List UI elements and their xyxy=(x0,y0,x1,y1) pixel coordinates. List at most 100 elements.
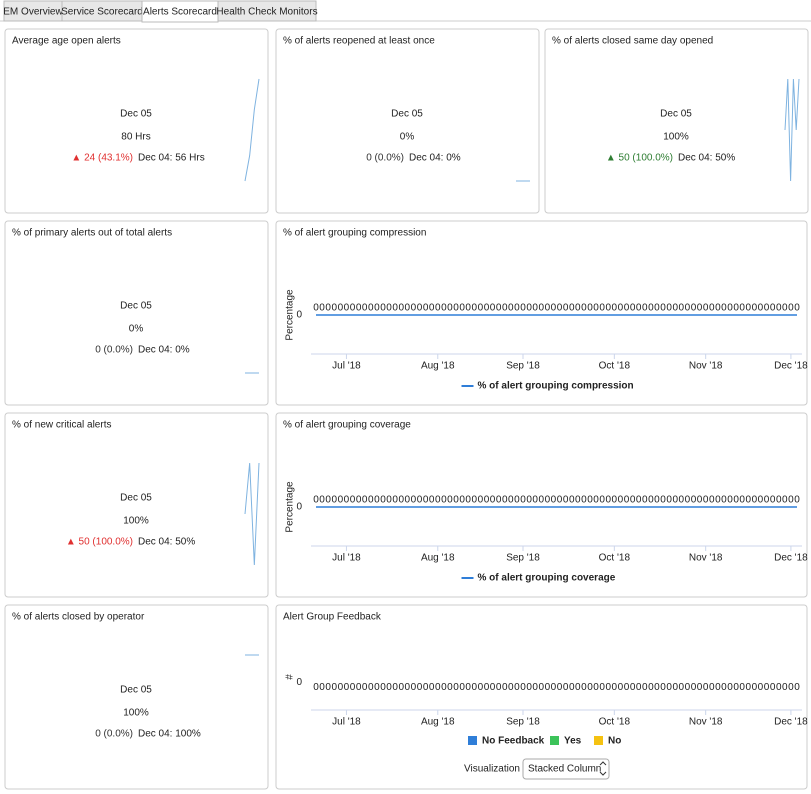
data-label: 0 xyxy=(733,495,739,506)
data-label: 0 xyxy=(557,303,563,314)
data-label: 0 xyxy=(654,682,660,693)
data-label: 0 xyxy=(344,303,350,314)
data-label: 0 xyxy=(362,495,368,506)
card-title: % of primary alerts out of total alerts xyxy=(12,228,172,239)
card xyxy=(4,604,269,790)
kpi-change: 0 (0.0%) xyxy=(95,729,133,740)
data-label: 0 xyxy=(679,495,685,506)
data-label: 0 xyxy=(405,303,411,314)
data-label: 0 xyxy=(429,682,435,693)
data-label: 0 xyxy=(514,495,520,506)
data-label: 0 xyxy=(526,495,532,506)
data-label: 0 xyxy=(752,303,758,314)
tab-label[interactable]: EM Overview xyxy=(3,7,63,18)
data-label: 0 xyxy=(636,495,642,506)
data-label: 0 xyxy=(441,682,447,693)
x-tick-label: Aug '18 xyxy=(421,361,455,372)
visualization-value[interactable]: Stacked Column xyxy=(528,764,601,775)
legend-label[interactable]: No xyxy=(608,736,621,747)
data-label: 0 xyxy=(563,495,569,506)
legend-swatch[interactable] xyxy=(468,736,477,745)
data-label: 0 xyxy=(739,682,745,693)
data-label: 0 xyxy=(356,495,362,506)
card-title: % of alerts closed by operator xyxy=(12,612,145,623)
data-label: 0 xyxy=(618,682,624,693)
data-label: 0 xyxy=(392,495,398,506)
card xyxy=(4,28,269,214)
data-label: 0 xyxy=(398,303,404,314)
y-tick-label: 0 xyxy=(296,677,302,688)
data-label: 0 xyxy=(423,682,429,693)
data-label: 0 xyxy=(721,495,727,506)
data-label: 0 xyxy=(618,495,624,506)
data-label: 0 xyxy=(612,682,618,693)
data-label: 0 xyxy=(386,682,392,693)
data-label: 0 xyxy=(727,303,733,314)
data-label: 0 xyxy=(715,495,721,506)
data-label: 0 xyxy=(605,682,611,693)
data-label: 0 xyxy=(709,495,715,506)
data-label: 0 xyxy=(593,682,599,693)
tab-label[interactable]: Health Check Monitors xyxy=(216,7,317,18)
data-label: 0 xyxy=(392,303,398,314)
data-label: 0 xyxy=(727,682,733,693)
kpi-change: ▲ 50 (100.0%) xyxy=(606,153,673,164)
kpi-compare: Dec 04: 56 Hrs xyxy=(138,153,205,164)
data-label: 0 xyxy=(417,303,423,314)
data-label: 0 xyxy=(721,303,727,314)
legend-swatch[interactable] xyxy=(550,736,559,745)
y-tick-label: 0 xyxy=(296,502,302,513)
data-label: 0 xyxy=(599,495,605,506)
legend-label[interactable]: No Feedback xyxy=(482,736,545,747)
data-label: 0 xyxy=(532,303,538,314)
data-label: 0 xyxy=(472,495,478,506)
data-label: 0 xyxy=(429,495,435,506)
legend-label[interactable]: Yes xyxy=(564,736,582,747)
data-label: 0 xyxy=(362,682,368,693)
data-label: 0 xyxy=(758,682,764,693)
data-label: 0 xyxy=(508,682,514,693)
data-label: 0 xyxy=(411,495,417,506)
data-label: 0 xyxy=(624,682,630,693)
select-arrow xyxy=(599,761,607,776)
visualization-label: Visualization xyxy=(464,764,520,775)
data-label: 0 xyxy=(660,682,666,693)
data-label: 0 xyxy=(338,495,344,506)
data-label: 0 xyxy=(666,303,672,314)
sparkline xyxy=(244,462,260,566)
card xyxy=(4,220,269,406)
x-tick-label: Jul '18 xyxy=(332,553,361,564)
data-label: 0 xyxy=(685,303,691,314)
data-label: 0 xyxy=(709,682,715,693)
kpi-change: ▲ 24 (43.1%) xyxy=(71,153,133,164)
data-label: 0 xyxy=(514,303,520,314)
data-label: 0 xyxy=(654,495,660,506)
data-label: 0 xyxy=(520,682,526,693)
tab-label[interactable]: Service Scorecard xyxy=(61,7,143,18)
tab-label[interactable]: Alerts Scorecard xyxy=(143,7,217,18)
data-label: 0 xyxy=(435,495,441,506)
data-label: 0 xyxy=(764,495,770,506)
data-label: 0 xyxy=(764,682,770,693)
data-label: 0 xyxy=(672,303,678,314)
data-label: 0 xyxy=(398,495,404,506)
data-label: 0 xyxy=(313,495,319,506)
kpi-value: 100% xyxy=(123,516,149,527)
data-label: 0 xyxy=(752,495,758,506)
card-title: % of alerts reopened at least once xyxy=(283,36,435,47)
data-label: 0 xyxy=(319,682,325,693)
data-label: 0 xyxy=(429,303,435,314)
data-label: 0 xyxy=(770,495,776,506)
data-label: 0 xyxy=(368,682,374,693)
kpi-value: 80 Hrs xyxy=(121,132,150,143)
x-tick-label: Dec '18 xyxy=(774,717,808,728)
data-label: 0 xyxy=(733,303,739,314)
visualization-select[interactable] xyxy=(522,758,610,780)
legend-swatch[interactable] xyxy=(594,736,603,745)
data-label: 0 xyxy=(782,682,788,693)
data-label: 0 xyxy=(746,682,752,693)
kpi-compare: Dec 04: 100% xyxy=(138,729,201,740)
data-label: 0 xyxy=(350,495,356,506)
data-label: 0 xyxy=(758,303,764,314)
tab[interactable] xyxy=(217,0,317,22)
